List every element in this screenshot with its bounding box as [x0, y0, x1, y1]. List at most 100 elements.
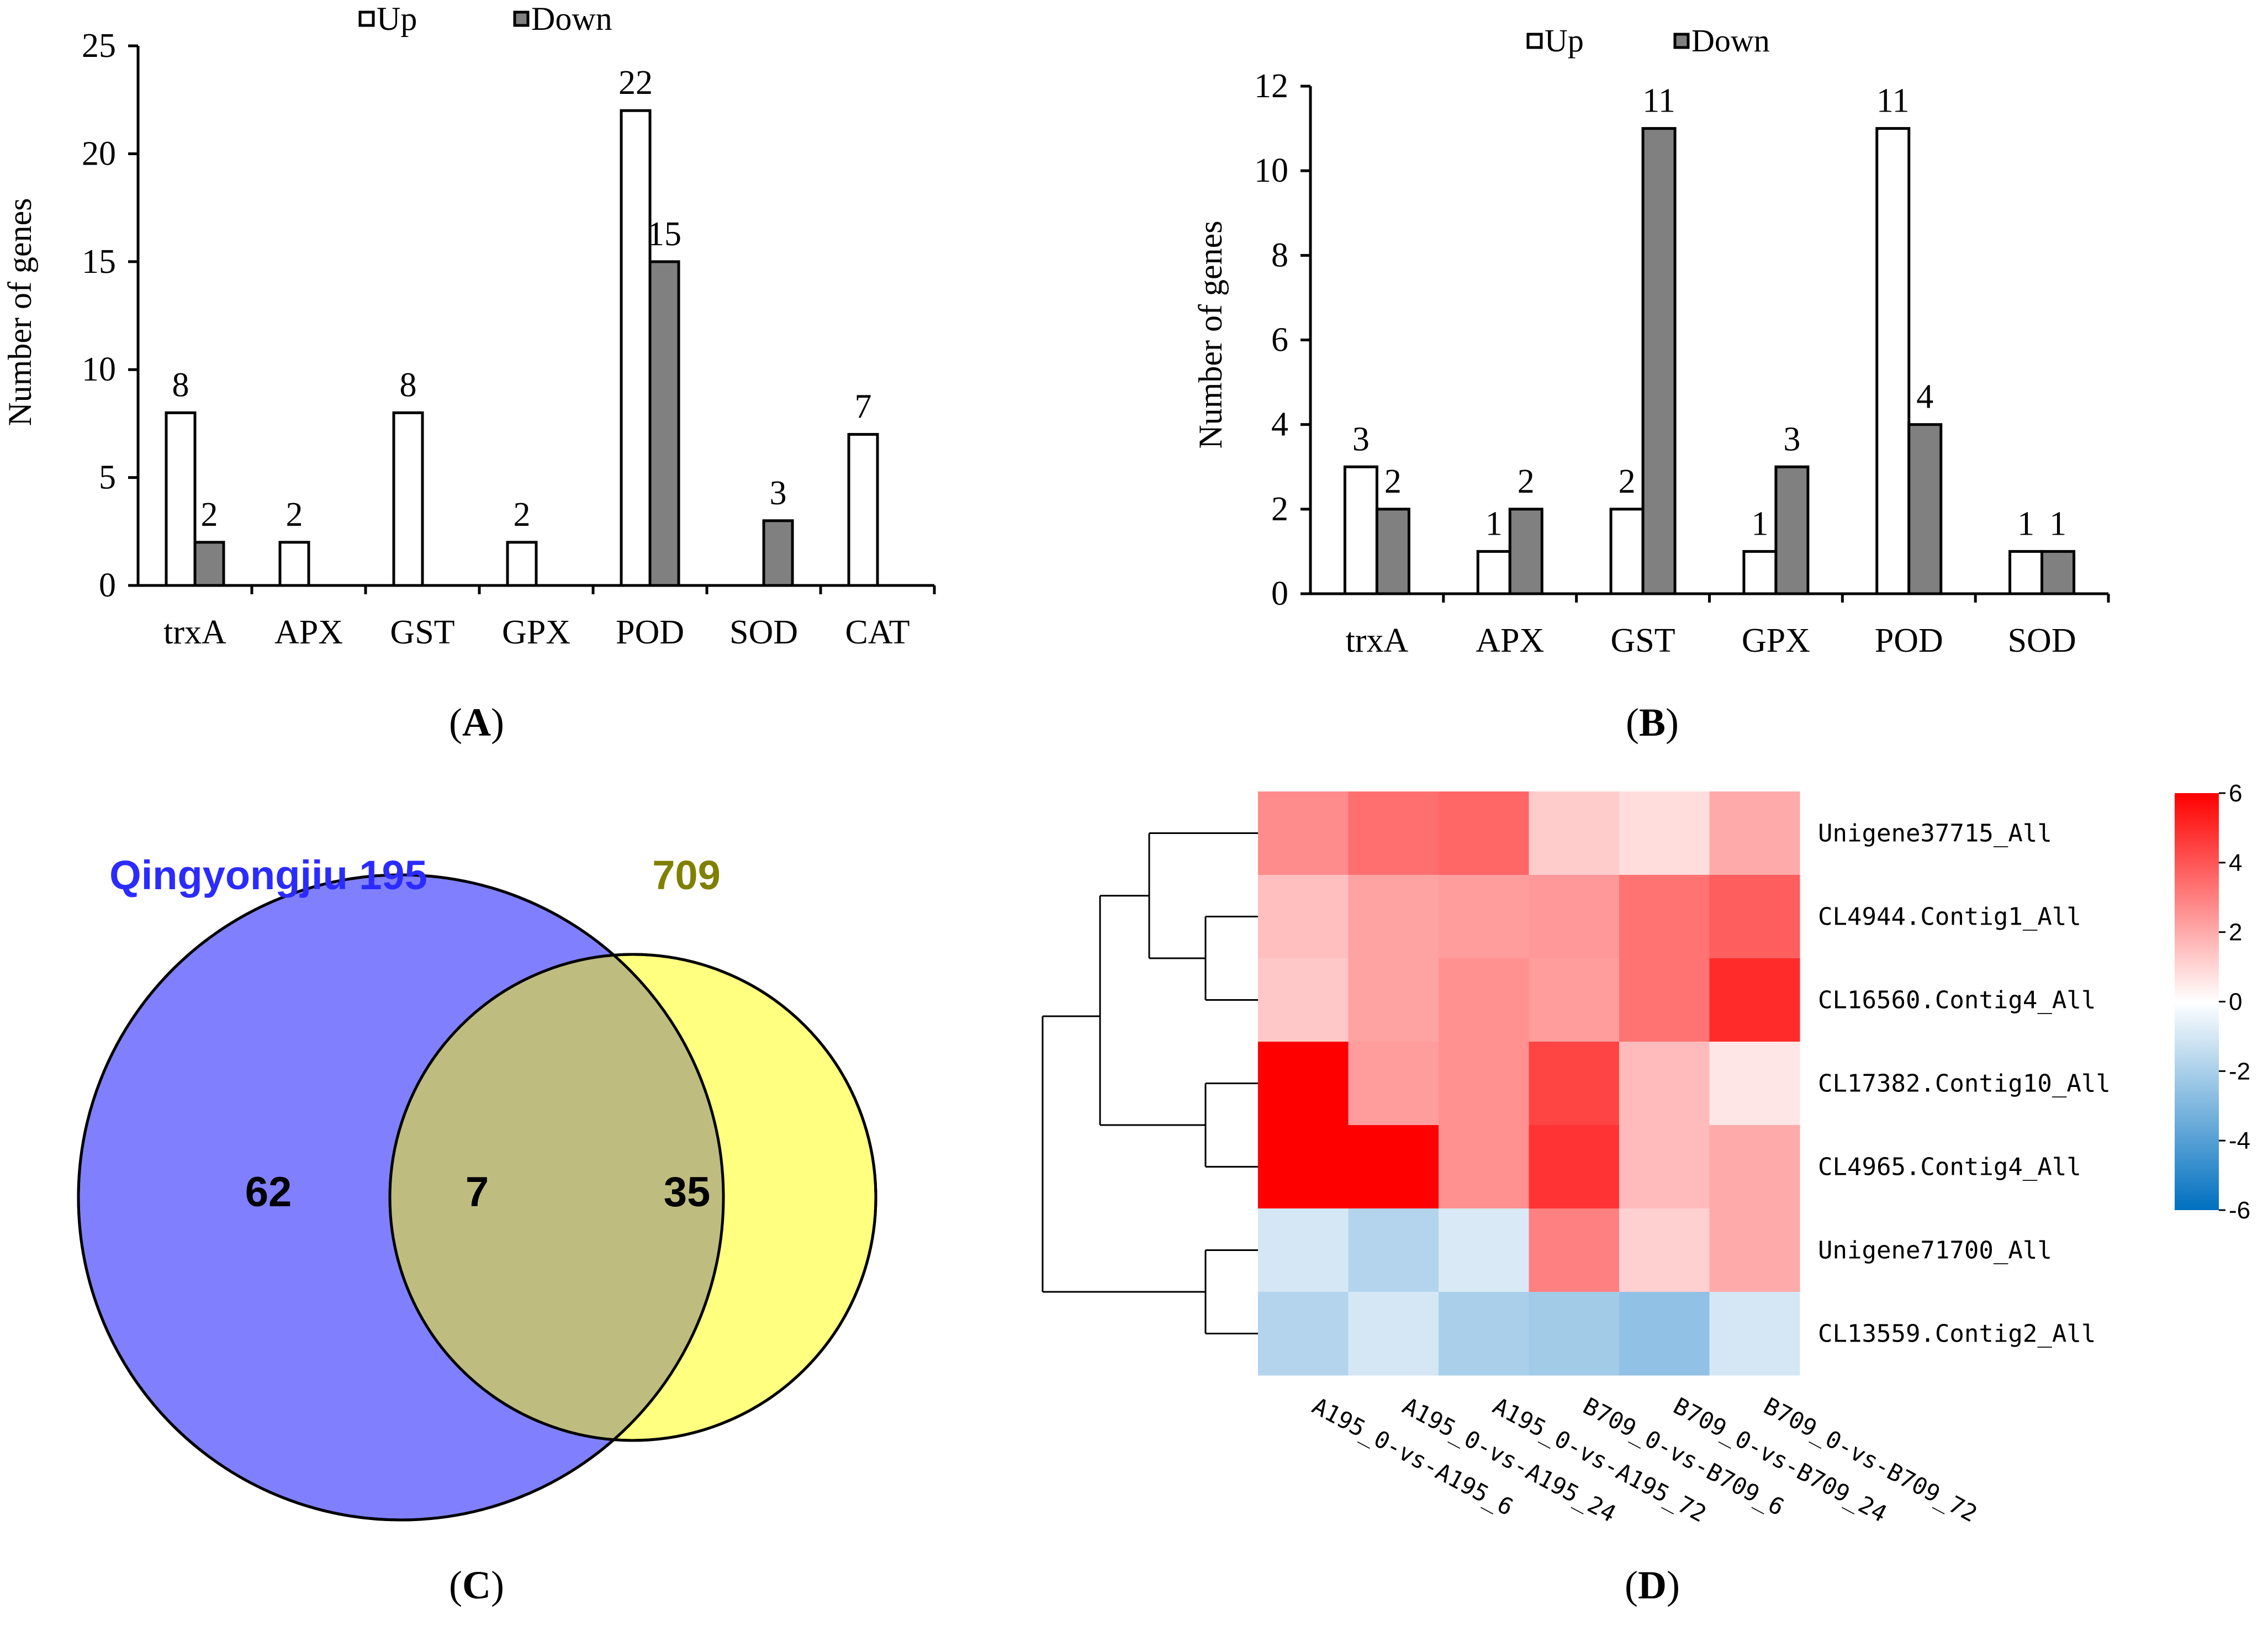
heatmap-column-labels: A195_0-vs-A195_6A195_0-vs-A195_24A195_0-… [1308, 1392, 1981, 1528]
data-label: 2 [1619, 463, 1636, 500]
y-tick-label: 2 [1271, 490, 1288, 528]
heatmap-cells [1258, 791, 1800, 1376]
heatmap-cell [1529, 875, 1620, 959]
heatmap-cell [1439, 791, 1529, 875]
heatmap-cell [1348, 791, 1439, 875]
heatmap-row-label: CL16560.Contig4_All [1818, 986, 2096, 1015]
heatmap-cell [1619, 875, 1710, 959]
x-tick-label: SOD [2008, 622, 2076, 659]
bar-up [278, 541, 310, 587]
panel-label-close: ) [491, 1563, 504, 1607]
data-label: 8 [172, 366, 189, 404]
data-label: 8 [400, 366, 417, 404]
y-tick-label: 25 [82, 27, 116, 65]
y-axis-label: Number of genes [1192, 220, 1229, 448]
data-label: 22 [618, 64, 653, 102]
colorbar-tick-label: -2 [2229, 1058, 2250, 1085]
heatmap-cell [1619, 791, 1710, 875]
venn-left-title: Qingyongjiu 195 [109, 852, 427, 898]
bar-up [1742, 550, 1778, 595]
venn-intersection-count: 7 [466, 1169, 489, 1216]
heatmap-cell [1439, 1125, 1529, 1209]
colorbar-tick-label: -4 [2229, 1127, 2250, 1154]
axes [1309, 86, 2110, 603]
heatmap-cell [1258, 791, 1349, 875]
x-tick-label: trxA [1346, 622, 1409, 659]
heatmap-cell [1529, 1292, 1620, 1376]
bar-up [2008, 550, 2044, 595]
bar-up [1343, 465, 1378, 595]
data-label: 4 [1916, 378, 1933, 416]
venn-left-only-count: 62 [245, 1169, 292, 1216]
panel-d-heatmap: Unigene37715_All CL4944.Contig1_All CL1656… [1042, 780, 2250, 1528]
y-ticks: 0 2 4 6 8 10 12 [1254, 67, 1310, 613]
legend-up-swatch [358, 10, 375, 27]
heatmap-cell [1619, 1042, 1710, 1126]
bar-up [620, 109, 652, 587]
colorbar-tick-label: -6 [2229, 1197, 2250, 1224]
heatmap-cell [1709, 1292, 1800, 1376]
bar-down [1641, 127, 1677, 595]
colorbar-ticks: 6 4 2 0 -2 -4 -6 [2219, 780, 2250, 1224]
colorbar-tick-label: 4 [2229, 849, 2242, 877]
legend-down-swatch [513, 10, 530, 27]
x-tick-labels: trxA APX GST GPX POD SOD CAT [163, 614, 910, 651]
heatmap-cell [1709, 958, 1800, 1042]
data-label: 7 [855, 388, 872, 425]
panel-label-letter: A [462, 700, 491, 745]
heatmap-cell [1348, 1042, 1439, 1126]
bar-up [1609, 508, 1645, 595]
heatmap-cell [1258, 1125, 1349, 1209]
data-label: 1 [1485, 505, 1503, 542]
heatmap-cell [1439, 1208, 1529, 1292]
heatmap-cell [1709, 1208, 1800, 1292]
heatmap-cell [1709, 1042, 1800, 1126]
data-label: 3 [770, 474, 787, 512]
data-label: 2 [514, 496, 531, 534]
x-tick-label: POD [1875, 622, 1943, 659]
heatmap-cell [1709, 791, 1800, 875]
bar-up [392, 411, 424, 587]
panel-label-b: (B) [1626, 700, 1679, 745]
data-label: 2 [1384, 463, 1402, 500]
x-tick-label: GST [390, 614, 454, 651]
heatmap-row-label: CL13559.Contig2_All [1818, 1320, 2096, 1348]
heatmap-cell [1348, 1125, 1439, 1209]
y-tick-label: 15 [82, 243, 116, 281]
heatmap-row-label: Unigene71700_All [1818, 1237, 2052, 1265]
heatmap-cell [1709, 875, 1800, 959]
panel-label-close: ) [1666, 700, 1679, 745]
x-tick-label: CAT [845, 614, 910, 651]
x-tick-label: APX [274, 614, 343, 651]
colorbar [2175, 793, 2219, 1210]
heatmap-row-label: CL17382.Contig10_All [1818, 1070, 2111, 1098]
heatmap-cell [1619, 958, 1710, 1042]
heatmap-cell [1529, 1042, 1620, 1126]
heatmap-cell [1709, 1125, 1800, 1209]
y-tick-label: 6 [1271, 321, 1288, 359]
y-tick-label: 20 [82, 135, 116, 172]
venn-right-title: 709 [652, 852, 720, 898]
x-tick-label: GPX [1742, 622, 1810, 659]
bar-down [1774, 465, 1810, 595]
bar-up [1875, 127, 1911, 595]
bar-down [1375, 508, 1410, 595]
colorbar-tick-label: 2 [2229, 919, 2242, 946]
heatmap-cell [1439, 958, 1529, 1042]
venn-set-left-outline [77, 873, 725, 1522]
y-tick-label: 0 [1271, 575, 1288, 613]
y-axis-label: Number of genes [2, 198, 38, 426]
x-tick-labels: trxA APX GST GPX POD SOD [1346, 622, 2076, 659]
heatmap-cell [1258, 875, 1349, 959]
data-label: 2 [286, 496, 303, 534]
x-tick-label: GPX [502, 614, 570, 651]
y-tick-label: 4 [1271, 406, 1288, 444]
panel-label-open: ( [1625, 1563, 1638, 1607]
bar-down [193, 541, 225, 587]
y-tick-label: 5 [99, 459, 116, 497]
panel-label-open: ( [449, 1563, 462, 1607]
